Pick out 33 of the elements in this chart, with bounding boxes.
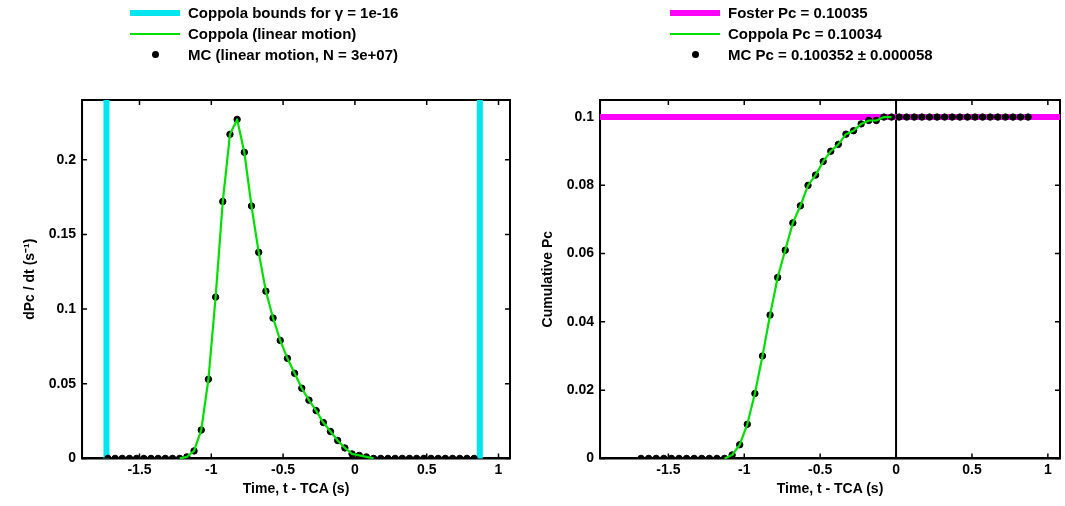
y-tick-label: 0	[68, 449, 77, 466]
y-tick-label: 0	[586, 449, 595, 466]
y-tick-label: 0.08	[566, 176, 595, 193]
x-axis-title: Time, t - TCA (s)	[776, 480, 884, 497]
x-tick-label: -0.5	[808, 460, 833, 477]
x-tick-label: -1	[738, 460, 751, 477]
y-axis-title: dPc / dt (s⁻¹)	[21, 238, 38, 320]
x-tick-label: -1.5	[127, 460, 152, 477]
legend-label: MC Pc = 0.100352 ± 0.000058	[728, 46, 933, 63]
y-tick-label: 0.2	[56, 150, 77, 167]
y-tick-label: 0.15	[48, 225, 77, 242]
y-tick-label: 0.1	[56, 299, 77, 316]
x-axis-title: Time, t - TCA (s)	[242, 480, 350, 497]
x-tick-label: 0	[351, 460, 359, 477]
legend-label: Coppola (linear motion)	[188, 25, 357, 42]
x-tick-label: 0	[892, 460, 901, 477]
y-tick-label: 0.04	[566, 312, 595, 329]
legend-label: Coppola Pc = 0.10034	[728, 25, 882, 42]
y-axis-title: Cumulative Pc	[539, 230, 556, 328]
y-tick-label: 0.06	[566, 244, 595, 261]
y-tick-label: 0.1	[574, 107, 595, 124]
x-tick-label: -1	[205, 460, 218, 477]
x-tick-label: -1.5	[656, 460, 681, 477]
x-tick-label: 0.5	[962, 460, 982, 477]
x-tick-label: 1	[1043, 460, 1052, 477]
y-tick-label: 0.05	[48, 374, 77, 391]
legend-label: Foster Pc = 0.10035	[728, 4, 868, 21]
x-tick-label: -0.5	[271, 460, 296, 477]
legend-label: Coppola bounds for γ = 1e-16	[188, 4, 399, 21]
x-tick-label: 1	[494, 460, 503, 477]
x-tick-label: 0.5	[416, 460, 437, 477]
legend-label: MC (linear motion, N = 3e+07)	[188, 46, 399, 63]
y-tick-label: 0.02	[566, 380, 595, 397]
